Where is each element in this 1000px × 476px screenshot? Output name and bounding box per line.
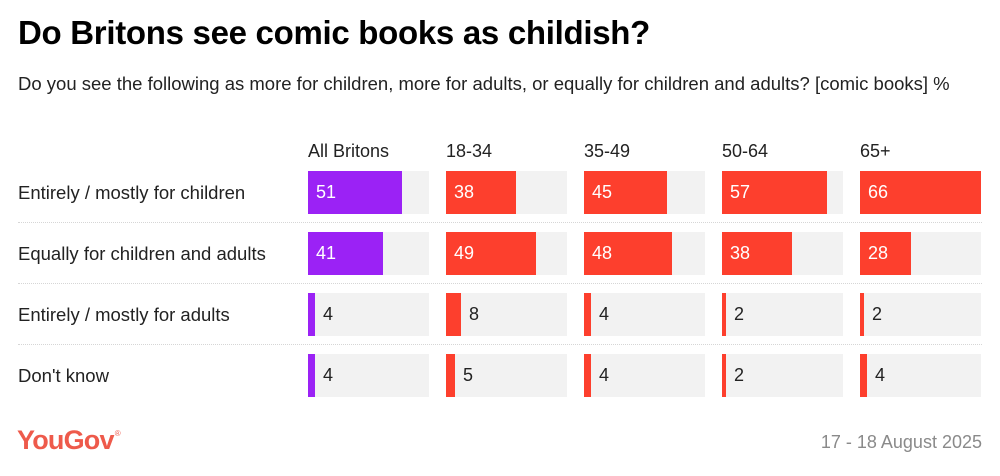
- bar-all-britons-entirely-mostly-for-adults: [308, 293, 315, 336]
- bar-35-49-don-t-know: [584, 354, 591, 397]
- column-header-65: 65+: [860, 141, 891, 161]
- bar-track: 38: [722, 232, 843, 275]
- row-separator: [18, 283, 982, 284]
- data-label: 38: [454, 182, 475, 202]
- fieldwork-date: 17 - 18 August 2025: [820, 432, 982, 452]
- row-label-entirely-mostly-for-adults: Entirely / mostly for adults: [18, 304, 230, 325]
- data-label: 48: [592, 243, 613, 263]
- column-header-35-49: 35-49: [584, 141, 631, 161]
- data-label: 66: [868, 182, 889, 202]
- data-label: 5: [463, 365, 474, 385]
- row-label-don-t-know: Don't know: [18, 365, 109, 386]
- data-label: 4: [599, 365, 610, 385]
- bar-18-34-equally-for-children-and-adults: [446, 232, 536, 275]
- bar-65-equally-for-children-and-adults: [860, 232, 911, 275]
- data-label: 4: [323, 304, 334, 324]
- data-label: 2: [734, 365, 745, 385]
- column-header-50-64: 50-64: [722, 141, 769, 161]
- bar-track: 2: [722, 354, 843, 397]
- data-label: 8: [469, 304, 480, 324]
- bar-18-34-don-t-know: [446, 354, 455, 397]
- bar-track: 49: [446, 232, 567, 275]
- data-label: 45: [592, 182, 613, 202]
- bar-track: 2: [722, 293, 843, 336]
- row-separator: [18, 222, 982, 223]
- yougov-logo: YouGov®: [17, 425, 121, 456]
- data-label: 41: [316, 243, 337, 263]
- bar-65-entirely-mostly-for-children: [860, 171, 981, 214]
- bar-track: 5: [446, 354, 567, 397]
- data-label: 4: [875, 365, 886, 385]
- bar-track: 38: [446, 171, 567, 214]
- bar-18-34-entirely-mostly-for-adults: [446, 293, 461, 336]
- chart-title: Do Britons see comic books as childish?: [18, 14, 650, 51]
- bar-65-entirely-mostly-for-adults: [860, 293, 864, 336]
- bar-track: 4: [584, 293, 705, 336]
- row-label-equally-for-children-and-adults: Equally for children and adults: [18, 243, 266, 264]
- row-separator: [18, 344, 982, 345]
- data-label: 57: [730, 182, 751, 202]
- bar-track: 4: [308, 354, 429, 397]
- column-header-18-34: 18-34: [446, 141, 493, 161]
- chart-subtitle: Do you see the following as more for chi…: [18, 73, 950, 94]
- bar-track: 8: [446, 293, 567, 336]
- bar-50-64-entirely-mostly-for-children: [722, 171, 827, 214]
- bar-track: 41: [308, 232, 429, 275]
- registered-mark: ®: [114, 429, 121, 438]
- bar-50-64-equally-for-children-and-adults: [722, 232, 792, 275]
- bar-65-don-t-know: [860, 354, 867, 397]
- data-label: 4: [323, 365, 334, 385]
- bar-18-34-entirely-mostly-for-children: [446, 171, 516, 214]
- bar-track: 57: [722, 171, 843, 214]
- bar-track: 4: [308, 293, 429, 336]
- bar-track: 28: [860, 232, 981, 275]
- bar-track: 4: [584, 354, 705, 397]
- bar-track: 51: [308, 171, 429, 214]
- bar-track: 2: [860, 293, 981, 336]
- bar-35-49-equally-for-children-and-adults: [584, 232, 672, 275]
- bar-all-britons-don-t-know: [308, 354, 315, 397]
- bar-35-49-entirely-mostly-for-children: [584, 171, 667, 214]
- column-header-all-britons: All Britons: [308, 141, 390, 161]
- data-label: 28: [868, 243, 889, 263]
- data-label: 2: [872, 304, 883, 324]
- bar-50-64-entirely-mostly-for-adults: [722, 293, 726, 336]
- data-label: 4: [599, 304, 610, 324]
- bar-all-britons-entirely-mostly-for-children: [308, 171, 402, 214]
- bar-all-britons-equally-for-children-and-adults: [308, 232, 383, 275]
- data-label: 49: [454, 243, 475, 263]
- bar-track: 4: [860, 354, 981, 397]
- data-label: 2: [734, 304, 745, 324]
- row-label-entirely-mostly-for-children: Entirely / mostly for children: [18, 182, 246, 203]
- data-label: 38: [730, 243, 751, 263]
- bar-50-64-don-t-know: [722, 354, 726, 397]
- bar-track: 48: [584, 232, 705, 275]
- bar-35-49-entirely-mostly-for-adults: [584, 293, 591, 336]
- data-label: 51: [316, 182, 337, 202]
- brand-name: YouGov: [17, 425, 115, 455]
- bar-track: 45: [584, 171, 705, 214]
- bar-track: 66: [860, 171, 981, 214]
